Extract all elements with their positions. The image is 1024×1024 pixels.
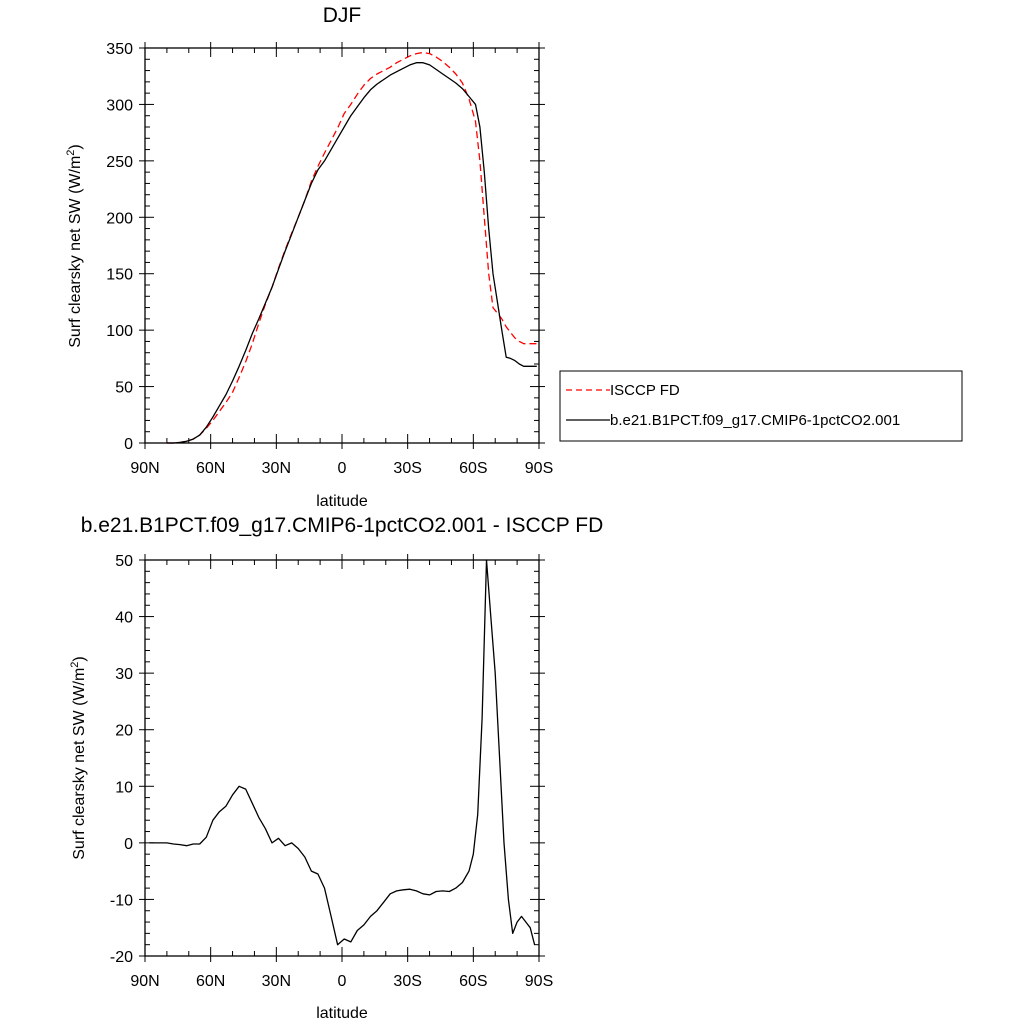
bottom-y-axis-label: Surf clearsky net SW (W/m2) [69,656,88,859]
top-x-tick-label: 30N [262,460,291,477]
bottom-x-tick-label: 0 [338,973,347,990]
bottom-y-tick-label: 40 [115,610,133,627]
top-series-line-0 [166,51,537,444]
top-y-tick-label: 100 [106,323,133,340]
bottom-axis-ticks: 90N 60N 30N 0 30S 60S 90S -20 -10 0 10 20 30 40 50 [110,553,553,990]
bottom-y-tick-label: -10 [110,892,133,909]
bottom-panel: b.e21.B1PCT.f09_g17.CMIP6-1pctCO2.001 - … [69,514,603,1022]
bottom-x-axis-label: latitude [316,1005,368,1022]
top-y-axis-label: Surf clearsky net SW (W/m2) [65,144,84,347]
top-x-tick-label: 90S [525,460,553,477]
top-y-tick-label: 350 [106,41,133,58]
bottom-x-tick-label: 90N [130,973,159,990]
top-x-tick-label: 60S [459,460,487,477]
top-panel: DJF 90N 60N 30N 0 30S 60S 90S 0 50 100 150 200 250 30… [65,4,553,510]
bottom-x-tick-label: 60S [459,973,487,990]
top-x-tick-label: 0 [338,460,347,477]
top-y-tick-label: 150 [106,267,133,284]
top-series-lines [166,51,537,444]
top-chart-title: DJF [323,4,362,27]
top-x-axis-label: latitude [316,493,368,510]
top-plot-frame [144,47,540,444]
bottom-x-tick-label: 30N [262,973,291,990]
bottom-chart-title: b.e21.B1PCT.f09_g17.CMIP6-1pctCO2.001 - … [81,514,604,537]
bottom-series-lines [149,559,536,946]
legend-label-isccp: ISCCP FD [610,382,680,399]
top-y-tick-label: 250 [106,154,133,171]
legend-box [559,370,963,442]
top-x-tick-label: 60N [196,460,225,477]
bottom-y-tick-label: 10 [115,779,133,796]
top-axis-ticks: 90N 60N 30N 0 30S 60S 90S 0 50 100 150 200 250 300 350 [106,41,553,477]
bottom-y-tick-label: 20 [115,723,133,740]
legend: ISCCP FD b.e21.B1PCT.f09_g17.CMIP6-1pctC… [559,370,963,442]
bottom-x-tick-label: 30S [393,973,421,990]
bottom-y-tick-label: 50 [115,553,133,570]
bottom-y-tick-label: 30 [115,666,133,683]
legend-label-model: b.e21.B1PCT.f09_g17.CMIP6-1pctCO2.001 [610,412,900,429]
bottom-x-tick-label: 60N [196,973,225,990]
bottom-y-tick-label: 0 [124,836,133,853]
top-y-tick-label: 50 [115,380,133,397]
bottom-y-tick-label: -20 [110,949,133,966]
bottom-x-tick-label: 90S [525,973,553,990]
bottom-series-line-0 [149,559,536,946]
top-y-tick-label: 300 [106,97,133,114]
top-y-tick-label: 200 [106,210,133,227]
top-series-line-1 [166,62,537,444]
top-x-tick-label: 30S [393,460,421,477]
top-y-tick-label: 0 [124,436,133,453]
top-x-tick-label: 90N [130,460,159,477]
